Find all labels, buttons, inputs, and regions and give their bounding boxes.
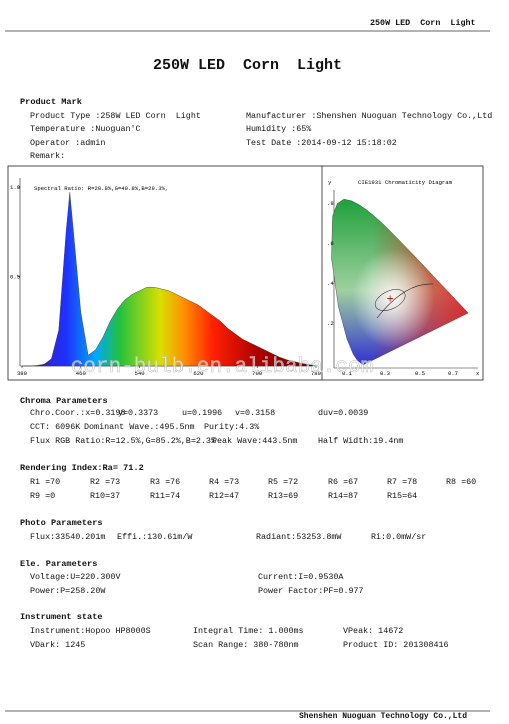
cie-x-tick: 0.1 bbox=[342, 370, 353, 377]
x-tick-label: 540 bbox=[135, 370, 146, 377]
header-title: 250W LED Corn Light bbox=[370, 18, 476, 28]
param-field: R11=74 bbox=[150, 491, 181, 501]
param-field: Power:P=258.20W bbox=[30, 586, 106, 596]
param-field: VPeak: 14672 bbox=[343, 626, 404, 636]
section-heading: Product Mark bbox=[20, 97, 82, 107]
cie-gamut bbox=[331, 199, 469, 365]
info-field: Manufacturer :Shenshen Nuoguan Technolog… bbox=[246, 111, 493, 121]
x-tick-label: 700 bbox=[252, 370, 263, 377]
info-field: Remark: bbox=[30, 150, 66, 161]
param-field: R15=64 bbox=[387, 491, 418, 501]
spectrum-title: Spectral Ratio: R=20.8%,G=49.8%,B=29.3%, bbox=[34, 185, 168, 192]
param-field: v=0.3158 bbox=[235, 408, 276, 418]
cie-y-tick: .8 bbox=[327, 200, 334, 207]
param-field: Scan Range: 380-780nm bbox=[193, 640, 299, 650]
param-field: Current:I=0.9530A bbox=[258, 572, 344, 582]
cie-marker bbox=[387, 295, 394, 302]
report-title: 250W LED Corn Light bbox=[152, 57, 343, 74]
param-field: R13=69 bbox=[268, 491, 299, 501]
param-field: R3 =76 bbox=[150, 477, 181, 487]
footer-text: Shenshen Nuoguan Technology Co.,Ltd bbox=[299, 712, 468, 721]
param-field: Integral Time: 1.000ms bbox=[193, 626, 304, 636]
y-tick-label: 1.0 bbox=[10, 184, 21, 191]
param-field: y=0.3373 bbox=[118, 408, 159, 418]
param-field: R1 =70 bbox=[30, 477, 61, 487]
cie-x-label: x bbox=[476, 370, 480, 377]
param-field: R9 =0 bbox=[30, 491, 56, 501]
param-field: R4 =73 bbox=[209, 477, 240, 487]
param-field: R6 =67 bbox=[328, 477, 359, 487]
param-field: Dominant Wave.:495.5nm bbox=[84, 422, 195, 432]
cie-title: CIE1931 Chromaticity Diagram bbox=[358, 179, 453, 186]
watermark: corn-bulb.en.alibaba.com bbox=[71, 356, 373, 379]
x-tick-label: 380 bbox=[17, 370, 28, 377]
x-tick-label: 620 bbox=[193, 370, 204, 377]
param-field: Radiant:53253.8mW bbox=[256, 532, 342, 542]
cie-y-label: y bbox=[328, 179, 332, 186]
param-field: CCT: 6096K bbox=[30, 422, 81, 432]
cie-x-tick: 0.3 bbox=[380, 370, 390, 377]
section-heading: Rendering Index:Ra= 71.2 bbox=[20, 463, 144, 473]
cie-x-tick: 0.5 bbox=[415, 370, 425, 377]
param-field: Effi.:130.61m/W bbox=[117, 532, 193, 542]
section-heading: Ele. Parameters bbox=[20, 559, 98, 569]
param-field: duv=0.0039 bbox=[318, 408, 369, 418]
param-field: R7 =78 bbox=[387, 477, 418, 487]
spectrum-area bbox=[22, 192, 317, 367]
cie-y-tick: .6 bbox=[327, 240, 334, 247]
info-field: Operator :admin bbox=[30, 137, 106, 148]
param-field: R2 =73 bbox=[90, 477, 121, 487]
param-field: R12=47 bbox=[209, 491, 240, 501]
cie-y-tick: .2 bbox=[327, 320, 334, 327]
section-heading: Chroma Parameters bbox=[20, 396, 108, 406]
cie-x-tick: 0.7 bbox=[448, 370, 458, 377]
y-tick-label: 0.5 bbox=[10, 273, 20, 280]
chart-frame bbox=[7, 165, 484, 381]
info-field: Humidity :65% bbox=[246, 124, 312, 135]
param-field: Purity:4.3% bbox=[204, 422, 260, 432]
info-field: Test Date :2014-09-12 15:18:02 bbox=[246, 137, 397, 148]
param-field: Half Width:19.4nm bbox=[318, 436, 404, 446]
param-field: R5 =72 bbox=[268, 477, 299, 487]
info-field: Product Type :258W LED Corn Light bbox=[30, 111, 201, 121]
param-field: R14=87 bbox=[328, 491, 359, 501]
param-field: Flux:33540.201m bbox=[30, 532, 106, 542]
section-heading: Photo Parameters bbox=[20, 518, 103, 528]
param-field: Chro.Coor.:x=0.3198 bbox=[30, 408, 126, 418]
info-field: Temperature :Nuoguan'C bbox=[30, 124, 141, 135]
x-tick-label: 460 bbox=[76, 370, 87, 377]
param-field: Ri:0.0mW/sr bbox=[371, 532, 427, 542]
section-heading: Instrument state bbox=[20, 612, 103, 622]
param-field: Peak Wave:443.5nm bbox=[212, 436, 298, 446]
param-field: Flux RGB Ratio:R=12.5%,G=85.2%,B=2.3% bbox=[30, 436, 216, 446]
param-field: Instrument:Hopoo HP8000S bbox=[30, 626, 151, 636]
param-field: Voltage:U=220.300V bbox=[30, 572, 121, 582]
param-field: u=0.1996 bbox=[182, 408, 223, 418]
param-field: Product ID: 201308416 bbox=[343, 640, 449, 650]
planckian-locus bbox=[376, 283, 434, 319]
param-field: R10=37 bbox=[90, 491, 121, 501]
x-tick-label: 780 bbox=[311, 370, 322, 377]
cie-ellipse bbox=[374, 289, 406, 311]
cie-y-tick: .4 bbox=[327, 280, 334, 287]
param-field: Power Factor:PF=0.977 bbox=[258, 586, 364, 596]
param-field: R8 =60 bbox=[446, 477, 477, 487]
param-field: VDark: 1245 bbox=[30, 640, 86, 650]
